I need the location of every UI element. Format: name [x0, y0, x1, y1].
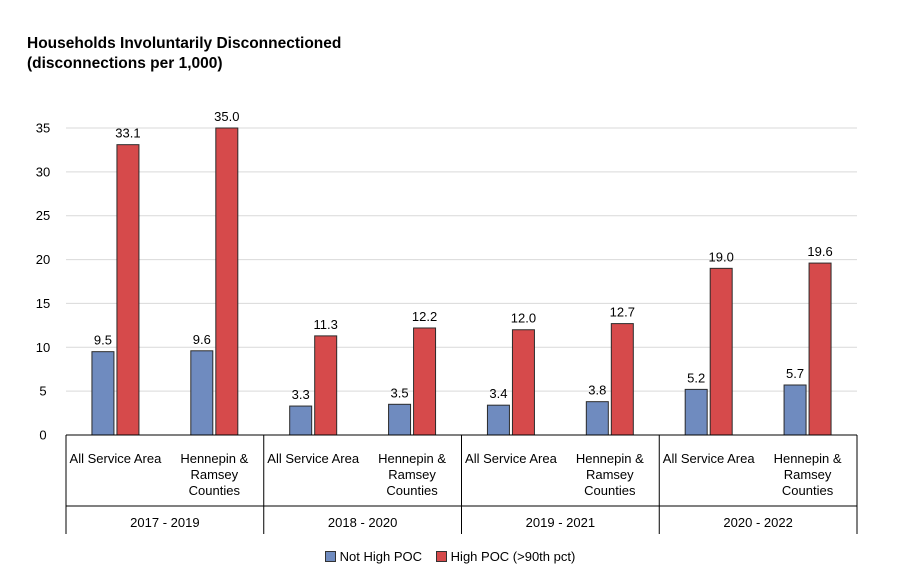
category-label: Hennepin & Ramsey Counties	[576, 451, 644, 498]
data-label: 33.1	[115, 126, 140, 141]
group-label: 2020 - 2022	[723, 515, 792, 530]
legend-label-series-1: Not High POC	[339, 549, 423, 564]
category-label: All Service Area	[465, 451, 558, 466]
bar-not-high-poc	[585, 401, 609, 436]
bar-not-high-poc	[91, 351, 115, 436]
bar-not-high-poc	[190, 350, 214, 436]
category-label: Hennepin & Ramsey Counties	[180, 451, 248, 498]
group-label: 2019 - 2021	[526, 515, 595, 530]
bar-high-poc	[215, 127, 239, 436]
legend-label-series-2: High POC (>90th pct)	[450, 549, 576, 564]
data-label: 5.7	[786, 366, 804, 381]
bar-not-high-poc	[289, 405, 313, 436]
data-label: 9.5	[94, 333, 112, 348]
chart-title: Households Involuntarily Disconnectioned…	[27, 34, 341, 74]
data-label: 3.5	[391, 385, 409, 400]
y-tick-label: 30	[36, 164, 50, 179]
legend-item-series-2: High POC (>90th pct)	[435, 549, 576, 564]
data-label: 35.0	[214, 109, 239, 124]
bar-high-poc	[314, 335, 338, 436]
y-tick-label: 20	[36, 252, 50, 267]
bar-high-poc	[808, 262, 832, 436]
category-label: All Service Area	[267, 451, 360, 466]
category-label: Hennepin & Ramsey Counties	[774, 451, 842, 498]
bar-high-poc	[610, 323, 634, 436]
legend-swatch-series-1	[324, 551, 336, 562]
data-label: 12.2	[412, 309, 437, 324]
data-label: 3.3	[292, 387, 310, 402]
bar-chart: 0 5 10 15 20 25 30 35 9.5 9.6 3.3 3.5 3.4 3.8 5.2 5.7 33…	[36, 109, 858, 534]
bar-not-high-poc	[783, 384, 807, 436]
legend-item-series-1: Not High POC	[324, 549, 423, 564]
data-label: 11.3	[314, 317, 338, 332]
data-label: 19.0	[709, 249, 734, 264]
data-label: 9.6	[193, 332, 211, 347]
data-label: 3.8	[588, 383, 606, 398]
bar-high-poc	[413, 327, 437, 436]
data-label: 19.6	[807, 244, 832, 259]
data-label: 5.2	[687, 370, 705, 385]
category-label: All Service Area	[70, 451, 163, 466]
legend: Not High POC High POC (>90th pct)	[0, 549, 900, 565]
y-tick-label: 0	[39, 428, 46, 443]
data-label: 3.4	[489, 386, 507, 401]
legend-swatch-series-2	[435, 551, 447, 562]
category-label: All Service Area	[663, 451, 756, 466]
bar-not-high-poc	[486, 404, 510, 436]
data-label: 12.0	[511, 311, 536, 326]
bar-not-high-poc	[684, 388, 708, 436]
data-label: 12.7	[610, 305, 635, 320]
y-tick-label: 15	[36, 296, 50, 311]
group-label: 2017 - 2019	[130, 515, 199, 530]
group-label: 2018 - 2020	[328, 515, 397, 530]
bar-high-poc	[511, 329, 535, 436]
bar-high-poc	[116, 144, 140, 436]
chart-title-line2: (disconnections per 1,000)	[27, 55, 223, 72]
chart-title-line1: Households Involuntarily Disconnectioned	[27, 35, 342, 52]
y-tick-label: 10	[36, 340, 50, 355]
category-label: Hennepin & Ramsey Counties	[378, 451, 446, 498]
bar-not-high-poc	[388, 403, 412, 436]
y-tick-label: 5	[39, 384, 46, 399]
y-tick-label: 25	[36, 208, 50, 223]
y-tick-label: 35	[36, 121, 50, 136]
bar-high-poc	[709, 267, 733, 436]
